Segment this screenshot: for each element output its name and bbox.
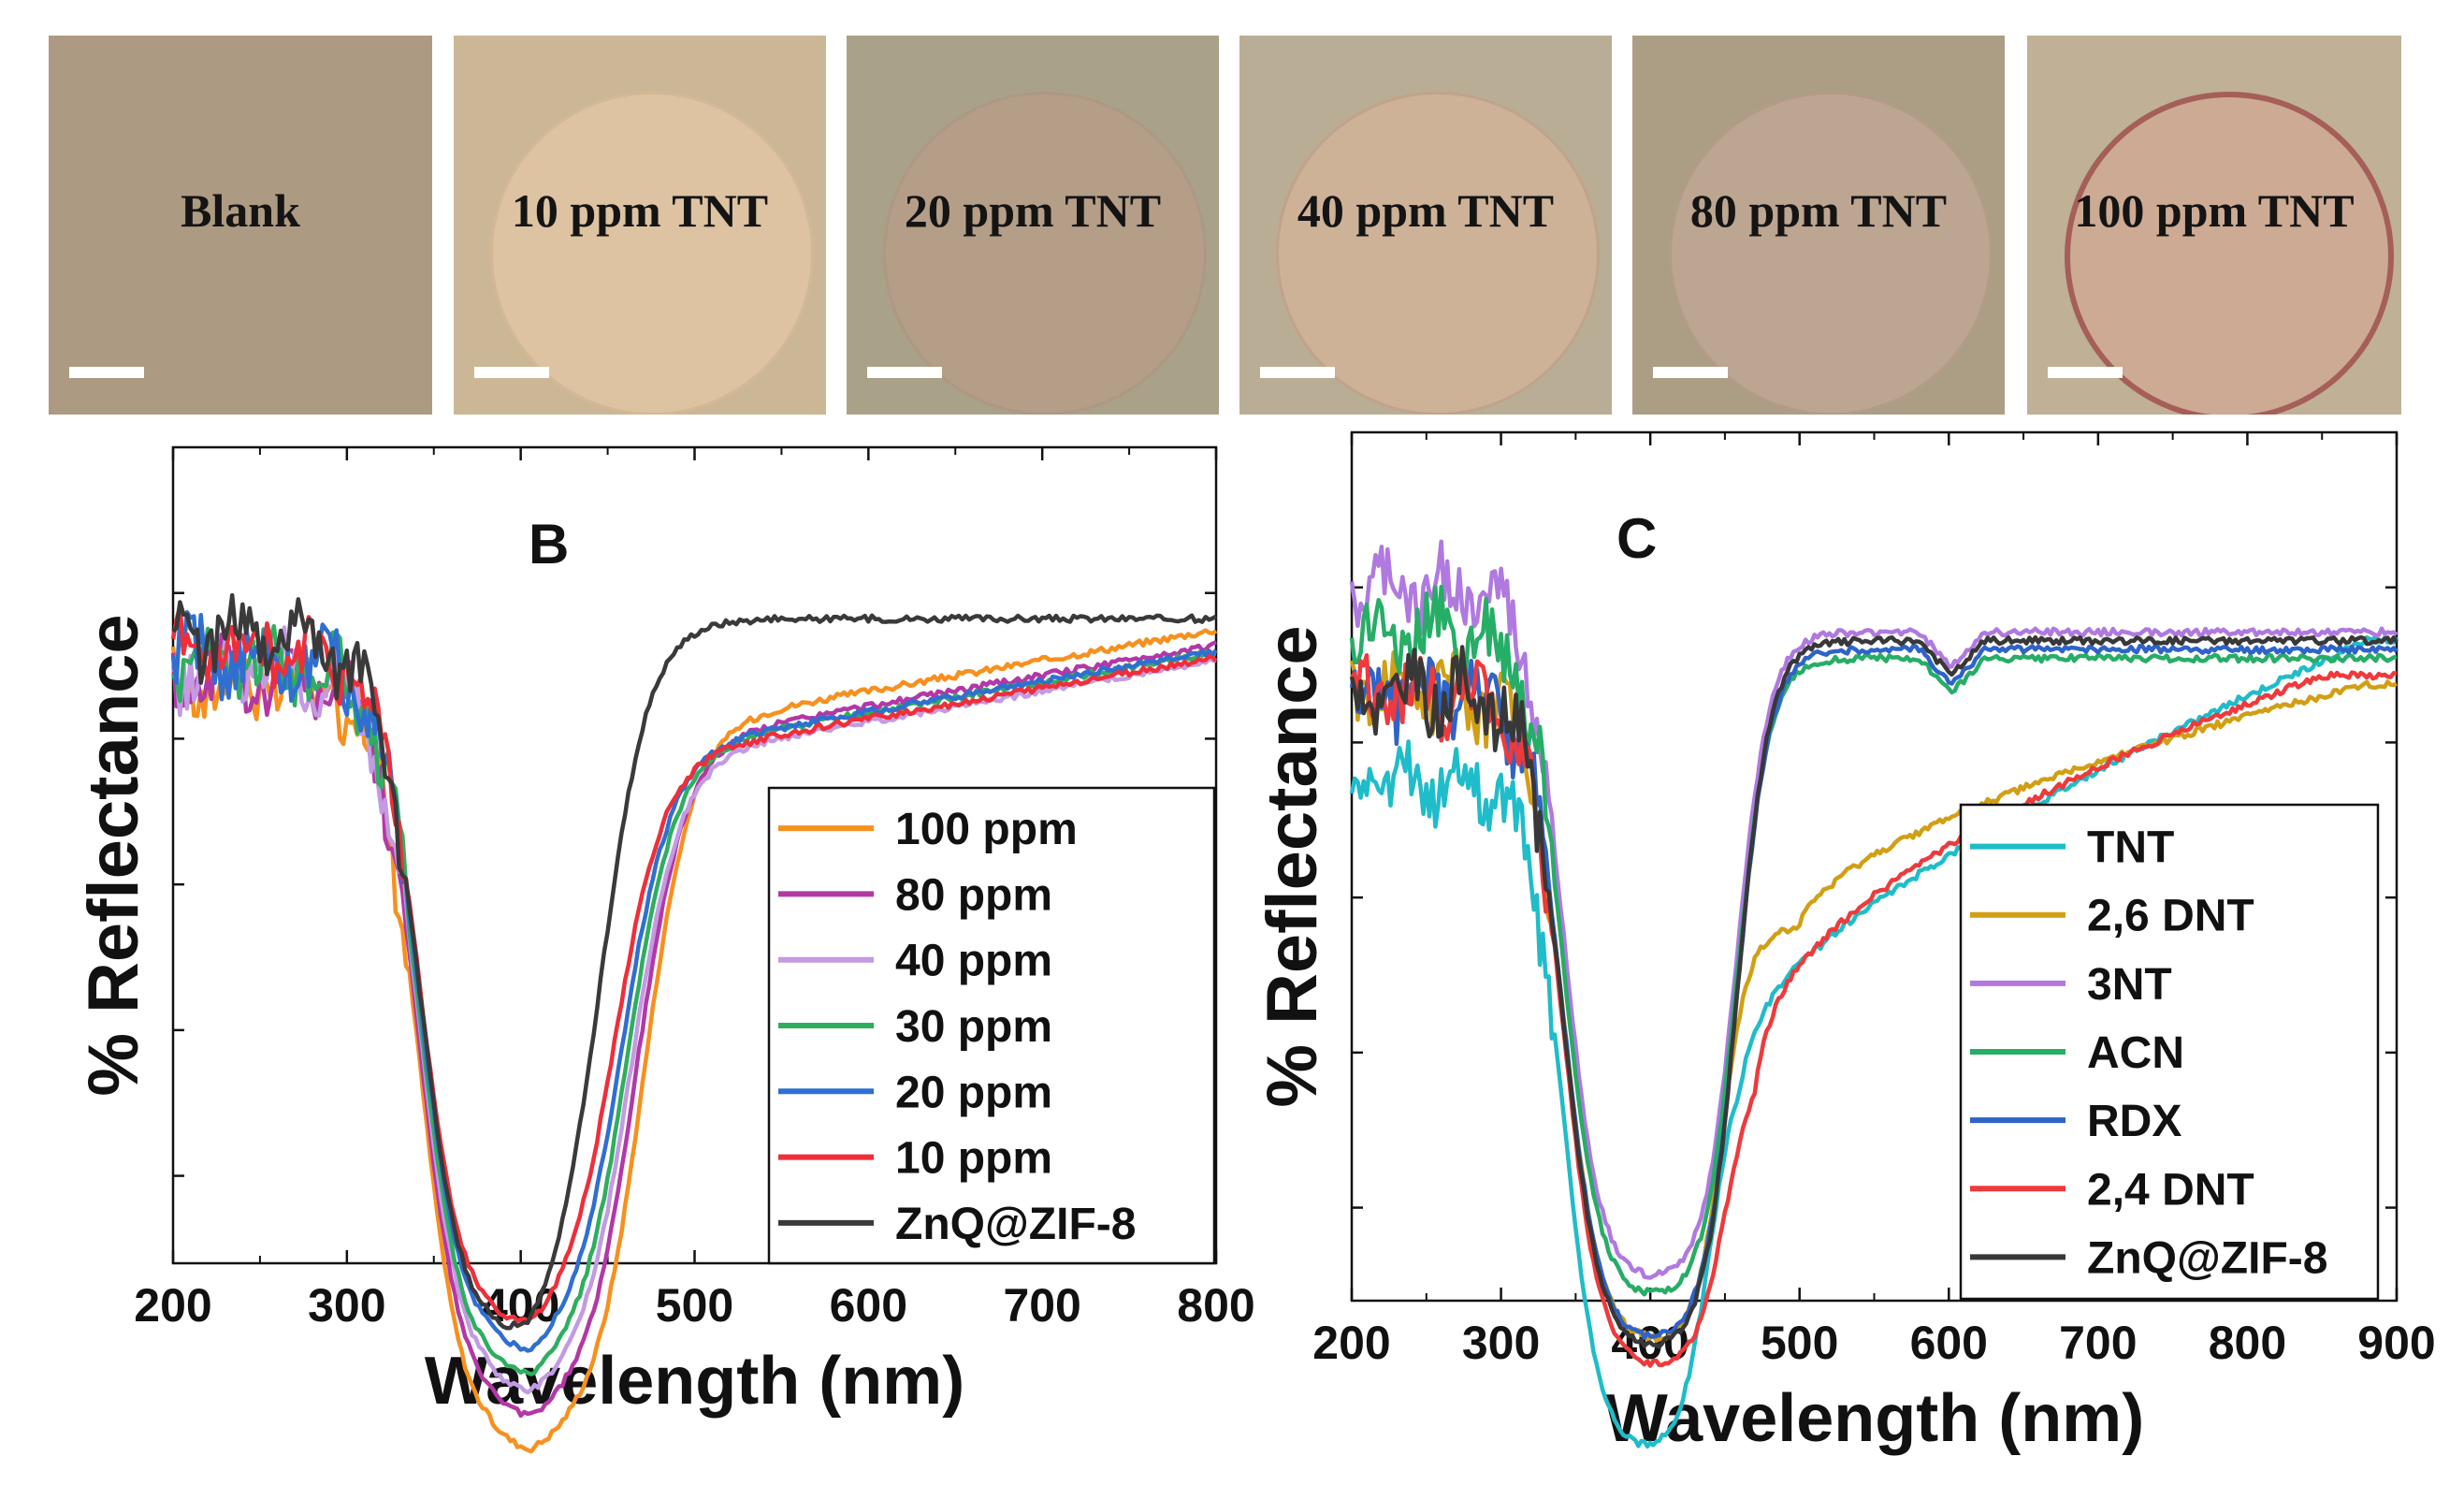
sample-label: 80 ppm TNT [1689, 184, 1948, 237]
x-tick-label: 700 [1003, 1279, 1080, 1332]
x-tick-label: 600 [830, 1279, 907, 1332]
x-tick-label: 500 [1761, 1317, 1838, 1369]
legend-label: ZnQ@ZIF-8 [2087, 1233, 2327, 1283]
scale-bar [2048, 367, 2123, 378]
x-tick-label: 300 [308, 1279, 385, 1332]
x-tick-label: 200 [1312, 1317, 1390, 1369]
scale-bar [474, 367, 549, 378]
x-tick-label: 200 [134, 1279, 211, 1332]
sample-label: 10 ppm TNT [511, 184, 769, 237]
x-tick-label: 800 [2209, 1317, 2286, 1369]
sample-photo: 10 ppm TNT [454, 36, 826, 415]
series-line [1349, 634, 2399, 1449]
legend-label: 100 ppm [895, 805, 1078, 854]
x-axis-label: Wavelength (nm) [1604, 1381, 2144, 1456]
analyte-spot [1669, 92, 1993, 415]
sample-photo: 100 ppm TNT [2027, 36, 2401, 415]
sample-label: 100 ppm TNT [2074, 184, 2355, 237]
x-tick-label: 800 [1177, 1279, 1254, 1332]
legend-label: TNT [2087, 823, 2174, 873]
series-line [1349, 539, 2399, 1280]
legend-label: 80 ppm [895, 870, 1052, 920]
panel-letter: C [1616, 507, 1657, 570]
legend-label: 3NT [2087, 960, 2172, 1010]
sample-label: Blank [181, 184, 300, 237]
sample-photo: 20 ppm TNT [847, 36, 1219, 415]
x-tick-label: 500 [656, 1279, 733, 1332]
legend-label: ACN [2087, 1028, 2184, 1078]
scale-bar [69, 367, 144, 378]
legend-label: RDX [2087, 1097, 2181, 1146]
series-line [171, 592, 1218, 1331]
scale-bar [1653, 367, 1728, 378]
legend-label: 20 ppm [895, 1068, 1052, 1117]
legend-label: 2,6 DNT [2087, 892, 2254, 941]
legend-label: 2,4 DNT [2087, 1165, 2254, 1215]
sample-photo: Blank [49, 36, 432, 415]
sample-label: 40 ppm TNT [1297, 184, 1555, 237]
x-tick-label: 700 [2059, 1317, 2137, 1369]
legend-label: 30 ppm [895, 1002, 1052, 1052]
series-line [1349, 634, 2399, 1349]
y-axis-label: % Reflectance [1253, 625, 1332, 1107]
legend-label: 40 ppm [895, 937, 1052, 986]
panel-letter: B [529, 513, 569, 575]
legend-label: ZnQ@ZIF-8 [895, 1200, 1136, 1249]
x-tick-label: 900 [2357, 1317, 2435, 1369]
scale-bar [1260, 367, 1335, 378]
sample-photo: 80 ppm TNT [1632, 36, 2005, 415]
sample-label: 20 ppm TNT [904, 184, 1162, 237]
scale-bar [867, 367, 942, 378]
y-axis-label: % Reflectance [74, 614, 153, 1096]
x-tick-label: 300 [1462, 1317, 1540, 1369]
series-line [1349, 647, 2398, 1343]
analyte-spot [883, 92, 1207, 415]
analyte-spot [2065, 92, 2394, 415]
x-tick-label: 600 [1910, 1317, 1988, 1369]
analyte-spot [490, 92, 814, 415]
legend-label: 10 ppm [895, 1134, 1052, 1184]
analyte-spot [1276, 92, 1600, 415]
sample-photo: 40 ppm TNT [1239, 36, 1612, 415]
